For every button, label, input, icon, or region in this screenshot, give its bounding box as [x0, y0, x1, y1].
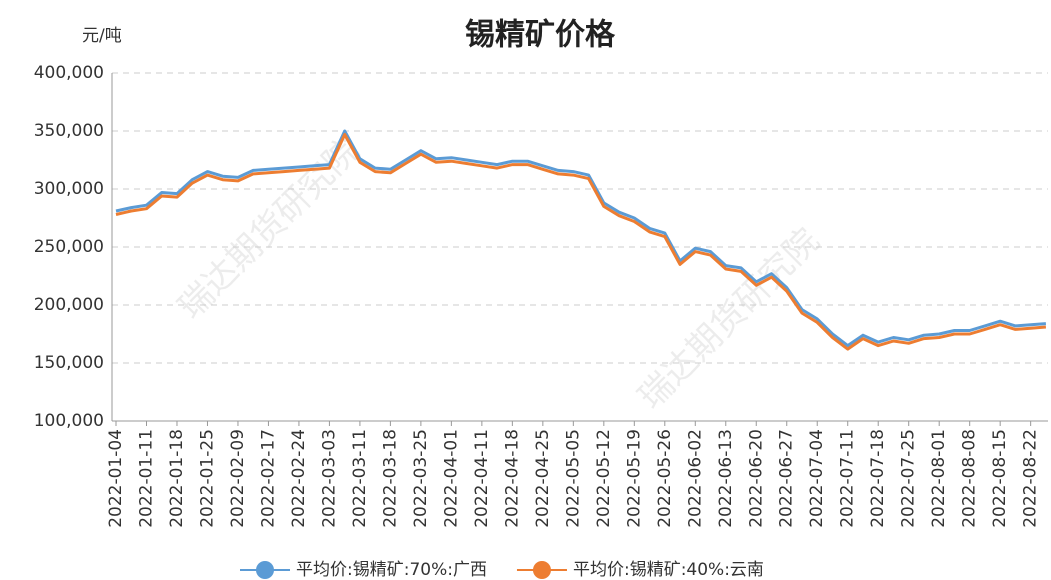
- legend-marker: [532, 561, 551, 579]
- x-tick-label: 2022-03-18: [380, 429, 400, 528]
- y-tick-label: 300,000: [34, 179, 104, 199]
- x-tick-label: 2022-03-25: [411, 429, 431, 528]
- x-tick-label: 2022-07-18: [868, 429, 888, 528]
- x-tick-label: 2022-06-13: [716, 429, 736, 528]
- x-tick-label: 2022-05-19: [624, 429, 644, 528]
- x-tick-label: 2022-06-02: [685, 429, 705, 528]
- y-tick-label: 200,000: [34, 295, 104, 315]
- x-tick-label: 2022-02-24: [289, 429, 309, 528]
- y-tick-label: 250,000: [34, 237, 104, 257]
- x-tick-label: 2022-05-05: [563, 429, 583, 528]
- x-tick-label: 2022-03-11: [350, 429, 370, 528]
- x-tick-label: 2022-07-25: [899, 429, 919, 528]
- x-tick-label: 2022-01-04: [106, 429, 126, 528]
- y-tick-label: 150,000: [34, 353, 104, 373]
- y-tick-label: 100,000: [34, 411, 104, 431]
- y-axis-label: 元/吨: [82, 26, 122, 46]
- x-tick-label: 2022-07-11: [838, 429, 858, 528]
- y-tick-label: 400,000: [34, 63, 104, 83]
- x-tick-label: 2022-06-27: [777, 429, 797, 528]
- x-tick-label: 2022-01-11: [136, 429, 156, 528]
- x-tick-label: 2022-04-01: [441, 429, 461, 528]
- watermark: 瑞达期货研究院: [631, 221, 828, 418]
- chart-title: 锡精矿价格: [465, 18, 616, 53]
- series-line: [115, 129, 1047, 348]
- x-tick-label: 2022-02-09: [228, 429, 248, 528]
- x-tick-label: 2022-04-18: [502, 429, 522, 528]
- legend-label: 平均价:锡精矿:70%:广西: [296, 560, 487, 580]
- series-line: [115, 133, 1047, 351]
- y-tick-label: 350,000: [34, 121, 104, 141]
- x-tick-label: 2022-05-12: [594, 429, 614, 528]
- x-tick-label: 2022-08-22: [1021, 429, 1041, 528]
- x-tick-label: 2022-04-25: [533, 429, 553, 528]
- x-tick-label: 2022-03-03: [319, 429, 339, 528]
- x-tick-label: 2022-07-04: [807, 429, 827, 528]
- x-tick-label: 2022-05-26: [655, 429, 675, 528]
- watermark: 瑞达期货研究院: [171, 131, 368, 328]
- x-tick-label: 2022-04-11: [472, 429, 492, 528]
- x-tick-label: 2022-02-17: [258, 429, 278, 528]
- x-tick-label: 2022-08-15: [990, 429, 1010, 528]
- x-tick-label: 2022-08-08: [960, 429, 980, 528]
- legend-marker: [256, 561, 274, 579]
- x-tick-label: 2022-06-20: [746, 429, 766, 528]
- x-tick-label: 2022-08-01: [929, 429, 949, 528]
- x-tick-label: 2022-01-18: [167, 429, 187, 528]
- legend-label: 平均价:锡精矿:40%:云南: [573, 560, 764, 580]
- x-tick-label: 2022-01-25: [197, 429, 217, 528]
